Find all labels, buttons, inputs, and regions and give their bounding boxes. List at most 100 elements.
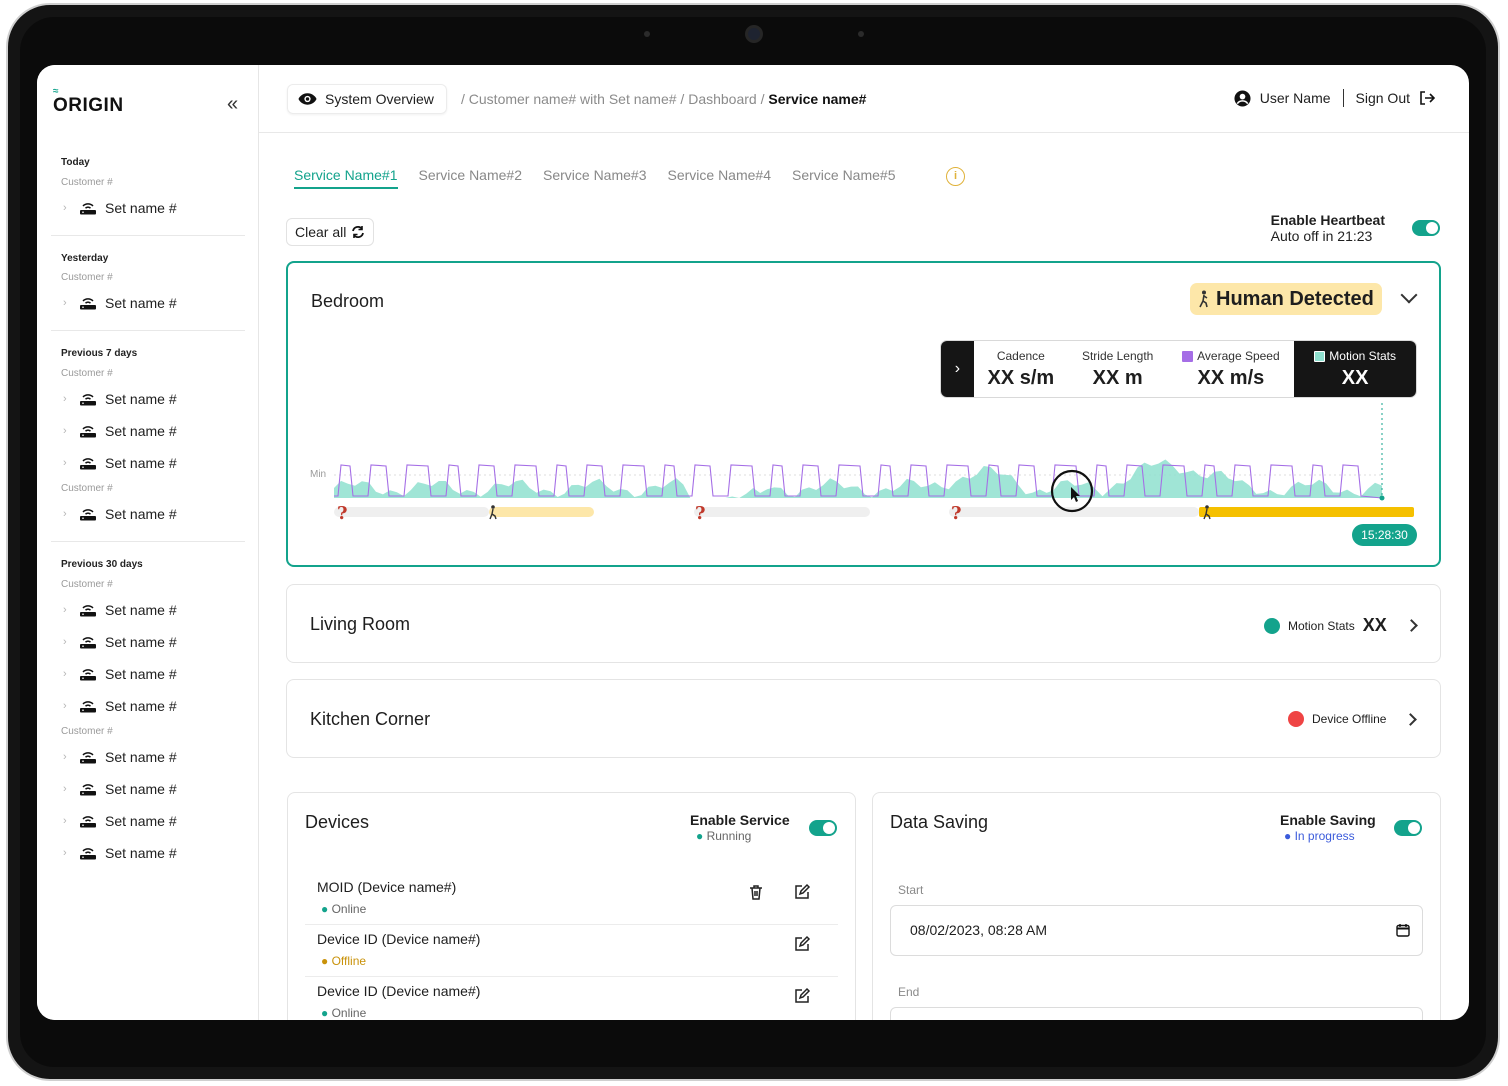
collapse-sidebar-icon[interactable]: «	[227, 93, 239, 115]
sidebar: ≈ ORIGIN « Today Customer # › Set name # Yes…	[37, 65, 259, 1020]
user-avatar-icon[interactable]	[1234, 89, 1251, 107]
person-walking-icon	[1203, 505, 1211, 520]
user-name[interactable]: User Name	[1259, 90, 1331, 106]
sidebar-item[interactable]: › Set name #	[63, 453, 243, 473]
calendar-icon[interactable]	[1396, 923, 1410, 937]
sidebar-item[interactable]: › Set name #	[63, 198, 243, 218]
stat-label: Motion Stats	[1329, 349, 1396, 363]
enable-service-toggle[interactable]	[809, 820, 837, 836]
enable-saving-toggle[interactable]	[1394, 820, 1422, 836]
device-status-text: Offline	[331, 954, 367, 968]
room-card-kitchen-corner[interactable]: Kitchen Corner Device Offline	[286, 679, 1441, 758]
sidebar-item[interactable]: › Set name #	[63, 696, 243, 716]
breadcrumb-path[interactable]: / Customer name# with Set name# / Dashbo…	[461, 91, 765, 107]
sidebar-item[interactable]: › Set name #	[63, 664, 243, 684]
devices-panel: Devices Enable Service ● Running MOID (D…	[287, 792, 856, 1020]
heartbeat-toggle[interactable]	[1412, 220, 1440, 236]
legend-swatch	[1182, 350, 1194, 362]
start-date-field[interactable]: 08/02/2023, 08:28 AM	[890, 905, 1423, 956]
user-menu: User Name Sign Out	[1234, 89, 1435, 107]
device-row[interactable]: Device ID (Device name#) ● Online	[305, 977, 838, 1020]
sidebar-divider	[51, 330, 245, 331]
tab-service-1[interactable]: Service Name#1	[294, 167, 398, 189]
clear-all-button[interactable]: Clear all	[286, 218, 375, 246]
heartbeat-title: Enable Heartbeat	[1270, 212, 1385, 228]
room-card-bedroom[interactable]: Bedroom Human Detected › Cadence XX s/m …	[286, 261, 1441, 567]
edit-icon[interactable]	[793, 883, 811, 901]
saving-state-text: In progress	[1294, 829, 1355, 843]
sidebar-item[interactable]: › Set name #	[63, 600, 243, 620]
tab-service-4[interactable]: Service Name#4	[667, 167, 772, 183]
tab-service-3[interactable]: Service Name#3	[543, 167, 647, 183]
customer-label: Customer #	[61, 177, 113, 188]
stat-cadence: Cadence XX s/m	[974, 341, 1068, 397]
edit-icon[interactable]	[793, 935, 811, 953]
sidebar-item[interactable]: › Set name #	[63, 421, 243, 441]
heartbeat-timer: Auto off in 21:23	[1270, 228, 1373, 244]
sidebar-item[interactable]: › Set name #	[63, 504, 243, 524]
router-icon	[80, 509, 96, 521]
stat-value: XX m/s	[1197, 367, 1265, 389]
router-icon	[80, 701, 96, 713]
sidebar-item-label: Set name #	[105, 634, 177, 650]
sidebar-item[interactable]: › Set name #	[63, 389, 243, 409]
chevron-right-icon: ›	[63, 604, 67, 616]
router-icon	[80, 426, 96, 438]
sidebar-item-label: Set name #	[105, 781, 177, 797]
sidebar-item-label: Set name #	[105, 602, 177, 618]
tab-service-2[interactable]: Service Name#2	[418, 167, 523, 183]
heartbeat-block: Enable Heartbeat Auto off in 21:23	[1271, 212, 1385, 244]
logo: ≈ ORIGIN	[53, 87, 124, 117]
device-row[interactable]: Device ID (Device name#) ● Offline	[305, 925, 838, 977]
device-row[interactable]: MOID (Device name#) ● Online	[305, 873, 838, 925]
tab-service-5[interactable]: Service Name#5	[792, 167, 896, 183]
start-label: Start	[898, 883, 924, 897]
chevron-right-icon: ›	[63, 202, 67, 214]
timeline-segment-unknown	[334, 507, 489, 517]
device-status: ● Online	[321, 902, 367, 916]
motion-chart[interactable]: Min ? ? ?	[304, 403, 1424, 563]
sidebar-item-label: Set name #	[105, 295, 177, 311]
motion-area-series	[334, 459, 1382, 498]
sign-out-icon[interactable]	[1419, 91, 1435, 105]
info-icon[interactable]: i	[946, 167, 965, 186]
router-icon	[80, 394, 96, 406]
sidebar-item[interactable]: › Set name #	[63, 747, 243, 767]
topbar: System Overview / Customer name# with Se…	[259, 65, 1469, 133]
chevron-right-icon[interactable]: ›	[941, 341, 974, 397]
trash-icon[interactable]	[747, 883, 765, 901]
sidebar-item[interactable]: › Set name #	[63, 811, 243, 831]
router-icon	[80, 669, 96, 681]
breadcrumb-current: Service name#	[768, 91, 867, 107]
sidebar-item[interactable]: › Set name #	[63, 843, 243, 863]
status-dot	[1288, 711, 1304, 727]
unknown-icon: ?	[695, 503, 706, 524]
stats-panel: › Cadence XX s/m Stride Length XX m Aver…	[940, 340, 1417, 398]
sidebar-item-label: Set name #	[105, 391, 177, 407]
room-card-living-room[interactable]: Living Room Motion Stats XX	[286, 584, 1441, 663]
edit-icon[interactable]	[793, 987, 811, 1005]
customer-label: Customer #	[61, 726, 113, 737]
refresh-icon	[352, 226, 365, 238]
chevron-right-icon: ›	[63, 636, 67, 648]
sidebar-item-label: Set name #	[105, 423, 177, 439]
sign-out-link[interactable]: Sign Out	[1355, 90, 1410, 106]
chevron-right-icon[interactable]	[1404, 619, 1418, 632]
sidebar-item[interactable]: › Set name #	[63, 293, 243, 313]
system-overview-button[interactable]: System Overview	[287, 84, 447, 114]
customer-label: Customer #	[61, 272, 113, 283]
sidebar-item[interactable]: › Set name #	[63, 632, 243, 652]
chevron-right-icon[interactable]	[1404, 712, 1418, 726]
panel-title: Data Saving	[890, 812, 989, 832]
chevron-down-icon[interactable]	[1400, 286, 1418, 304]
service-tabs: Service Name#1 Service Name#2 Service Na…	[294, 167, 896, 189]
eye-icon	[298, 93, 317, 105]
sidebar-item[interactable]: › Set name #	[63, 779, 243, 799]
service-state-text: Running	[706, 829, 752, 843]
person-walking-icon	[1199, 290, 1208, 308]
chart-axis-label: Min	[310, 469, 326, 480]
chevron-right-icon: ›	[63, 847, 67, 859]
end-date-field[interactable]	[890, 1007, 1423, 1020]
cursor-highlight	[1050, 469, 1094, 513]
room-title: Living Room	[310, 614, 411, 634]
